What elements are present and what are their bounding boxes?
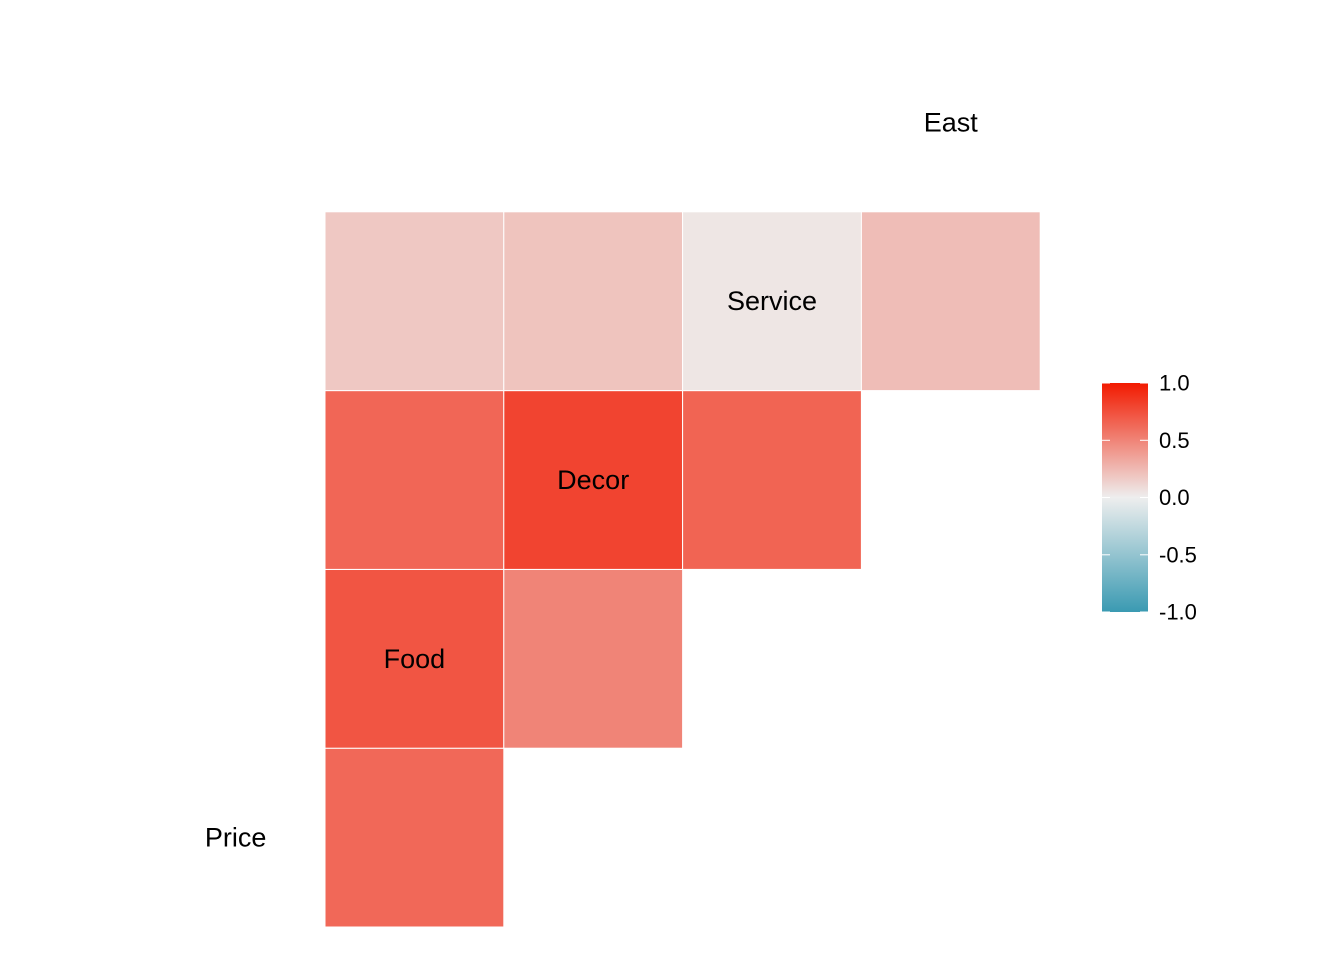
legend-tick-label: 0.0 <box>1159 485 1190 510</box>
legend-tick-label: 0.5 <box>1159 428 1190 453</box>
legend-tick-label: -1.0 <box>1159 600 1197 625</box>
heatmap-cells <box>324 211 1041 928</box>
heatmap-cell-food-price <box>324 747 505 928</box>
heatmap-cell-east-food <box>503 211 684 392</box>
heatmap-cell-decor-food <box>503 568 684 749</box>
heatmap-cell-east-service <box>860 211 1041 392</box>
heatmap-cell-service-price <box>324 390 505 570</box>
variable-label-price: Price <box>205 823 267 853</box>
variable-label-east: East <box>924 107 979 137</box>
heatmap-cell-service-decor <box>682 390 862 570</box>
heatmap-cell-east-decor <box>682 211 862 392</box>
variable-label-service: Service <box>727 286 817 316</box>
variable-label-food: Food <box>384 644 446 674</box>
heatmap-cell-decor-price <box>324 568 505 749</box>
variable-label-decor: Decor <box>557 465 629 495</box>
legend-ticks: 1.0 0.5 0.0 -0.5 -1.0 <box>1102 371 1197 625</box>
variable-labels: Price Food Decor Service East <box>205 107 978 852</box>
legend-tick-label: 1.0 <box>1159 371 1190 396</box>
heatmap-cell-service-food <box>503 390 684 570</box>
legend-tick-label: -0.5 <box>1159 542 1197 567</box>
heatmap-cell-east-price <box>324 211 505 392</box>
color-legend: 1.0 0.5 0.0 -0.5 -1.0 <box>1102 371 1197 625</box>
